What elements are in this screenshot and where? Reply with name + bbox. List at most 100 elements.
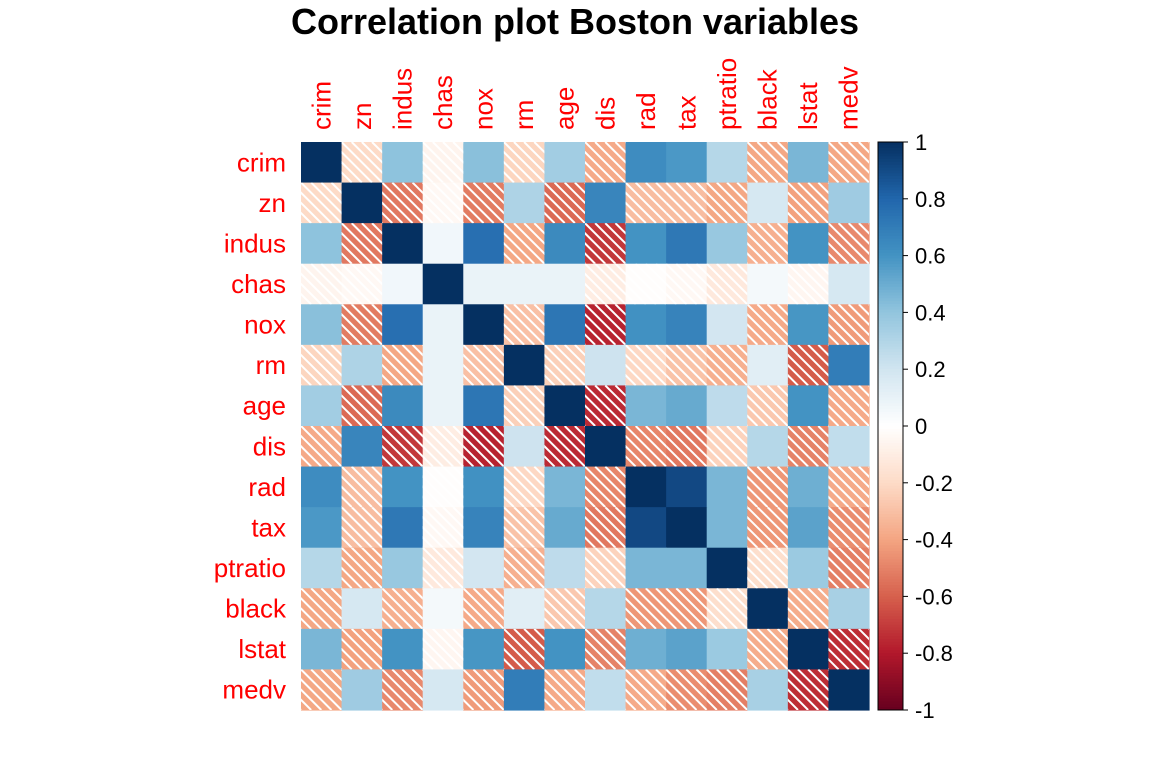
- heatmap-cell-ptratio-nox: [463, 547, 505, 589]
- hatch-lstat-zn: [341, 628, 383, 670]
- hatch-age-black: [747, 385, 788, 426]
- hatch-lstat-black: [747, 628, 788, 670]
- colorbar-tick-label: 0.6: [915, 244, 946, 269]
- hatch-black-ptratio: [706, 588, 748, 629]
- column-label-rm: rm: [509, 100, 539, 130]
- heatmap-cell-nox-indus: [382, 304, 424, 346]
- row-label-dis: dis: [253, 431, 286, 461]
- hatch-rm-rad: [625, 344, 667, 386]
- hatch-chas-ptratio: [706, 263, 748, 305]
- heatmap-cell-ptratio-age: [544, 547, 586, 589]
- row-label-rm: rm: [256, 350, 286, 380]
- hatch-rm-ptratio: [706, 344, 748, 386]
- colorbar-tick-label: 0: [915, 414, 927, 439]
- heatmap-cell-crim-nox: [463, 142, 505, 184]
- heatmap-cell-lstat-tax: [666, 628, 708, 671]
- hatch-zn-chas: [422, 182, 464, 224]
- colorbar-tick-label: -0.4: [915, 528, 953, 553]
- hatch-medv-tax: [666, 669, 707, 710]
- hatch-age-medv: [828, 385, 869, 426]
- hatch-lstat-rm: [503, 628, 545, 670]
- column-label-nox: nox: [469, 88, 499, 130]
- heatmap-cell-age-lstat: [787, 385, 830, 427]
- heatmap-cell-age-rad: [625, 385, 667, 427]
- heatmap-cell-rad-nox: [463, 466, 505, 508]
- heatmap-cell-age-nox: [463, 385, 505, 427]
- hatch-rad-chas: [422, 466, 464, 508]
- row-label-lstat: lstat: [238, 634, 286, 664]
- heatmap-cell-age-ptratio: [706, 385, 748, 427]
- heatmap-cell-indus-indus: [382, 223, 424, 265]
- row-label-indus: indus: [224, 228, 286, 258]
- heatmap-cell-crim-age: [544, 142, 586, 184]
- column-label-tax: tax: [671, 95, 701, 130]
- hatch-chas-crim: [301, 263, 342, 305]
- hatch-zn-ptratio: [706, 182, 748, 224]
- heatmap-cell-crim-lstat: [787, 142, 830, 184]
- heatmap-cell-ptratio-ptratio: [706, 547, 748, 589]
- heatmap-cell-lstat-age: [544, 628, 586, 671]
- heatmap-cell-lstat-lstat: [787, 628, 830, 671]
- hatch-tax-zn: [341, 507, 383, 548]
- hatch-ptratio-zn: [341, 547, 383, 589]
- colorbar-legend: 1 0.8 0.6 0.4 0.2 0 -0.2 -0.4 -0.6 -0.8 -1: [877, 130, 953, 723]
- heatmap-cell-tax-crim: [301, 507, 343, 549]
- hatch-medv-age: [544, 669, 585, 710]
- heatmap-cell-zn-rm: [503, 182, 546, 224]
- heatmap-cell-lstat-ptratio: [706, 628, 748, 671]
- hatch-zn-indus: [382, 182, 423, 224]
- heatmap-cell-indus-tax: [666, 223, 708, 265]
- hatch-crim-black: [747, 142, 788, 183]
- hatch-crim-chas: [422, 142, 464, 183]
- colorbar-tick-label: -0.6: [915, 584, 953, 609]
- heatmap-cell-nox-lstat: [787, 304, 830, 346]
- hatch-nox-zn: [341, 304, 383, 345]
- heatmap-cell-indus-rad: [625, 223, 667, 265]
- hatch-rm-age: [544, 344, 585, 386]
- heatmap-cell-rm-chas: [422, 344, 464, 387]
- hatch-black-crim: [301, 588, 342, 629]
- heatmap-cell-dis-zn: [341, 425, 383, 468]
- hatch-rad-black: [747, 466, 788, 508]
- heatmap-cell-medv-chas: [422, 669, 464, 711]
- hatch-medv-crim: [301, 669, 342, 710]
- heatmap-cell-medv-medv: [828, 669, 870, 711]
- heatmap-cell-lstat-rad: [625, 628, 667, 671]
- heatmap-cell-crim-ptratio: [706, 142, 748, 184]
- heatmap-cell-ptratio-rad: [625, 547, 667, 589]
- heatmap-cell-lstat-crim: [301, 628, 343, 671]
- column-label-indus: indus: [387, 68, 417, 130]
- heatmap-cell-indus-age: [544, 223, 586, 265]
- heatmap-cell-nox-ptratio: [706, 304, 748, 346]
- row-label-zn: zn: [259, 188, 286, 218]
- hatch-crim-zn: [341, 142, 383, 183]
- heatmap-cell-zn-zn: [341, 182, 383, 224]
- heatmap-cell-dis-dis: [584, 425, 627, 468]
- hatch-chas-zn: [341, 263, 383, 305]
- heatmap-cell-tax-rad: [625, 507, 667, 549]
- hatch-indus-dis: [584, 223, 626, 264]
- hatch-indus-black: [747, 223, 788, 264]
- hatch-lstat-chas: [422, 628, 464, 670]
- hatch-zn-crim: [301, 182, 342, 224]
- column-label-age: age: [550, 87, 580, 130]
- heatmap-cells: [301, 142, 870, 711]
- heatmap-cell-tax-age: [544, 507, 586, 549]
- heatmap-cell-tax-tax: [666, 507, 708, 549]
- heatmap-cell-chas-chas: [422, 263, 464, 305]
- heatmap-cell-chas-age: [544, 263, 586, 305]
- hatch-indus-medv: [828, 223, 869, 264]
- heatmap-cell-ptratio-crim: [301, 547, 343, 589]
- chart-title: Correlation plot Boston variables: [291, 1, 859, 42]
- heatmap-cell-black-zn: [341, 588, 383, 630]
- heatmap-cell-chas-black: [747, 263, 789, 305]
- row-label-crim: crim: [237, 147, 286, 177]
- heatmap-cell-age-tax: [666, 385, 708, 427]
- row-label-chas: chas: [231, 269, 286, 299]
- heatmap-cell-medv-zn: [341, 669, 383, 711]
- column-label-dis: dis: [590, 97, 620, 130]
- heatmap-cell-age-indus: [382, 385, 424, 427]
- heatmap-cell-medv-dis: [584, 669, 627, 711]
- heatmap-cell-nox-tax: [666, 304, 708, 346]
